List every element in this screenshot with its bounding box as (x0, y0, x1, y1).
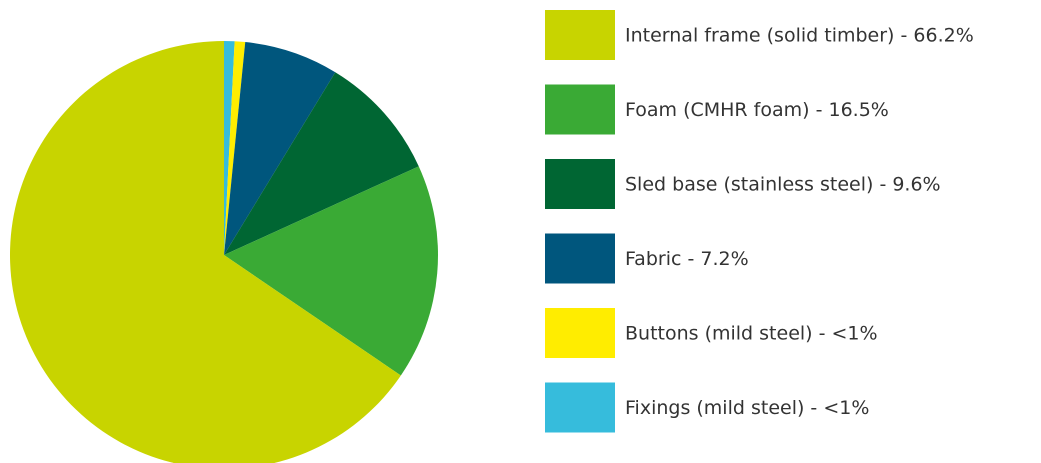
pie-slice (224, 166, 438, 376)
pie-slice (224, 42, 336, 256)
legend-label: Buttons (mild steel) - <1% (625, 323, 878, 345)
legend-label: Fixings (mild steel) - <1% (625, 397, 869, 419)
pie-slice (224, 41, 246, 256)
pie-slice (10, 41, 401, 463)
legend-label: Internal frame (solid timber) - 66.2% (625, 25, 974, 47)
legend-swatch (545, 233, 615, 284)
legend-label: Sled base (stainless steel) - 9.6% (625, 174, 941, 196)
legend-label: Foam (CMHR foam) - 16.5% (625, 99, 889, 121)
legend-swatch (545, 308, 615, 358)
pie-slice (224, 72, 419, 256)
pie-slice (224, 41, 235, 255)
legend-swatch (545, 10, 615, 60)
legend-label: Fabric - 7.2% (625, 248, 749, 270)
legend-swatch (545, 84, 615, 135)
legend-swatch (545, 382, 615, 433)
legend-swatch (545, 159, 615, 209)
